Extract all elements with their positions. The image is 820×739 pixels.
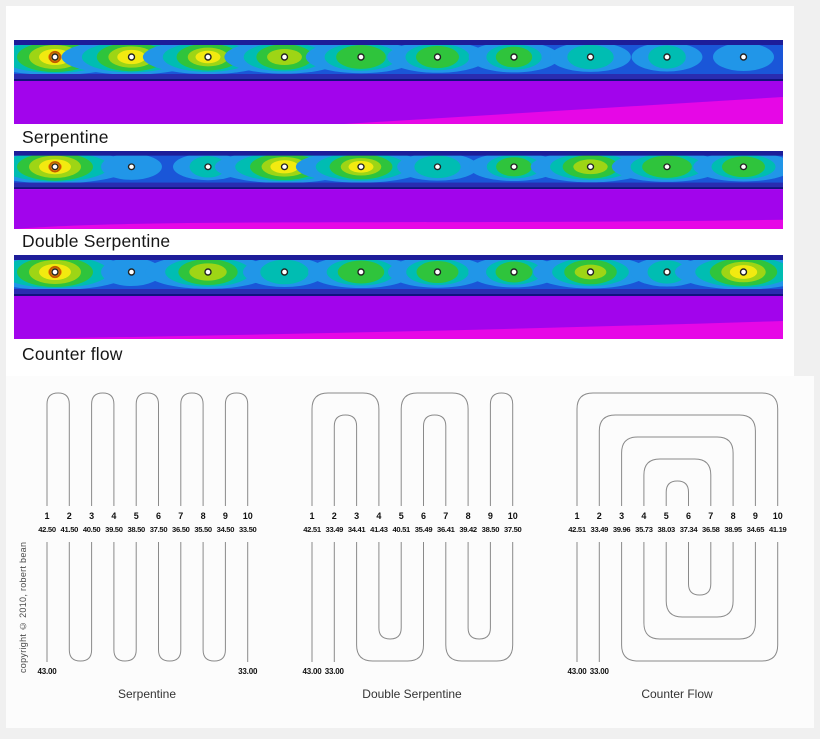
svg-text:7: 7 bbox=[708, 511, 713, 521]
svg-text:38.50: 38.50 bbox=[482, 525, 500, 534]
svg-text:42.50: 42.50 bbox=[38, 525, 56, 534]
svg-text:35.49: 35.49 bbox=[415, 525, 433, 534]
svg-text:4: 4 bbox=[111, 511, 116, 521]
svg-text:39.50: 39.50 bbox=[105, 525, 123, 534]
svg-text:2: 2 bbox=[67, 511, 72, 521]
svg-text:5: 5 bbox=[664, 511, 669, 521]
thermal-band-double-serpentine bbox=[14, 151, 783, 229]
svg-text:42.51: 42.51 bbox=[568, 525, 587, 534]
pipe-layout-panel bbox=[6, 376, 814, 728]
pipe-diagram-double-serpentine: 43.00 33.00 1 2 3 4 5 6 7 8 9 10 42.51 33.49 34.41 41.4… bbox=[302, 392, 522, 676]
svg-text:7: 7 bbox=[178, 511, 183, 521]
svg-text:9: 9 bbox=[488, 511, 493, 521]
svg-text:34.50: 34.50 bbox=[217, 525, 235, 534]
svg-text:41.50: 41.50 bbox=[61, 525, 79, 534]
svg-text:2: 2 bbox=[597, 511, 602, 521]
thermal-band-counter-flow bbox=[14, 255, 783, 339]
svg-text:3: 3 bbox=[89, 511, 94, 521]
svg-text:8: 8 bbox=[466, 511, 471, 521]
thermal-band-label-counter-flow: Counter flow bbox=[22, 344, 123, 364]
svg-text:5: 5 bbox=[399, 511, 404, 521]
diagram-title-counter-flow: Counter Flow bbox=[641, 687, 713, 701]
svg-text:36.58: 36.58 bbox=[702, 525, 720, 534]
pipe-diagram-serpentine: 43.00 33.00 1 2 3 4 5 6 7 8 9 10 42.50 41.50 40.50 39.5… bbox=[37, 392, 258, 676]
svg-text:33.00: 33.00 bbox=[238, 667, 258, 676]
svg-text:43.00: 43.00 bbox=[302, 667, 322, 676]
svg-text:7: 7 bbox=[443, 511, 448, 521]
svg-text:3: 3 bbox=[354, 511, 359, 521]
svg-text:33.49: 33.49 bbox=[591, 525, 609, 534]
svg-text:10: 10 bbox=[508, 511, 518, 521]
svg-text:36.41: 36.41 bbox=[437, 525, 456, 534]
svg-text:4: 4 bbox=[641, 511, 646, 521]
svg-text:42.51: 42.51 bbox=[303, 525, 322, 534]
svg-text:9: 9 bbox=[223, 511, 228, 521]
svg-text:33.00: 33.00 bbox=[590, 667, 610, 676]
diagram-title-serpentine: Serpentine bbox=[117, 687, 177, 701]
svg-text:8: 8 bbox=[731, 511, 736, 521]
svg-text:37.34: 37.34 bbox=[680, 525, 699, 534]
svg-text:34.41: 34.41 bbox=[348, 525, 367, 534]
svg-text:41.43: 41.43 bbox=[370, 525, 388, 534]
svg-text:1: 1 bbox=[309, 511, 314, 521]
svg-text:37.50: 37.50 bbox=[150, 525, 168, 534]
svg-text:38.03: 38.03 bbox=[657, 525, 675, 534]
svg-text:35.50: 35.50 bbox=[194, 525, 212, 534]
svg-text:38.95: 38.95 bbox=[724, 525, 743, 534]
thermal-band-serpentine bbox=[14, 40, 783, 124]
svg-text:6: 6 bbox=[156, 511, 161, 521]
thermal-band-label-double-serpentine: Double Serpentine bbox=[22, 231, 171, 251]
svg-text:33.49: 33.49 bbox=[326, 525, 344, 534]
svg-text:2: 2 bbox=[332, 511, 337, 521]
pipe-diagram-counter-flow: 43.00 33.00 1 2 3 4 5 6 7 8 9 10 42.51 33.49 39.96 35.7… bbox=[567, 392, 787, 676]
svg-text:9: 9 bbox=[753, 511, 758, 521]
svg-text:5: 5 bbox=[134, 511, 139, 521]
svg-text:10: 10 bbox=[773, 511, 783, 521]
svg-text:8: 8 bbox=[201, 511, 206, 521]
svg-text:43.00: 43.00 bbox=[567, 667, 587, 676]
svg-text:40.51: 40.51 bbox=[392, 525, 411, 534]
svg-text:39.96: 39.96 bbox=[613, 525, 631, 534]
svg-text:41.19: 41.19 bbox=[769, 525, 787, 534]
svg-text:4: 4 bbox=[376, 511, 381, 521]
svg-text:40.50: 40.50 bbox=[83, 525, 101, 534]
diagram-title-double-serpentine: Double Serpentine bbox=[362, 687, 462, 701]
svg-text:39.42: 39.42 bbox=[459, 525, 477, 534]
svg-text:37.50: 37.50 bbox=[504, 525, 522, 534]
svg-text:10: 10 bbox=[243, 511, 253, 521]
svg-text:34.65: 34.65 bbox=[747, 525, 766, 534]
svg-text:36.50: 36.50 bbox=[172, 525, 190, 534]
svg-text:43.00: 43.00 bbox=[37, 667, 57, 676]
svg-text:1: 1 bbox=[44, 511, 49, 521]
svg-text:6: 6 bbox=[421, 511, 426, 521]
svg-text:38.50: 38.50 bbox=[127, 525, 145, 534]
thermal-band-label-serpentine: Serpentine bbox=[22, 127, 109, 147]
svg-text:35.73: 35.73 bbox=[635, 525, 653, 534]
svg-text:33.50: 33.50 bbox=[239, 525, 257, 534]
svg-text:3: 3 bbox=[619, 511, 624, 521]
svg-text:33.00: 33.00 bbox=[325, 667, 345, 676]
svg-text:1: 1 bbox=[574, 511, 579, 521]
svg-text:6: 6 bbox=[686, 511, 691, 521]
